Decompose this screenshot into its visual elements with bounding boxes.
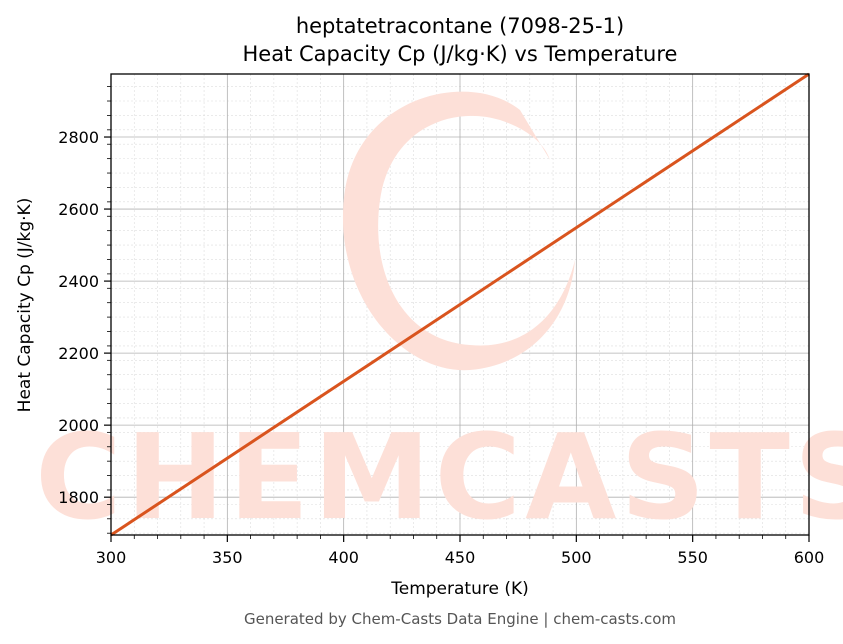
x-tick-label: 550 [677, 548, 708, 567]
y-tick-label: 1800 [58, 488, 99, 507]
x-tick-label: 300 [96, 548, 127, 567]
y-tick-label: 2600 [58, 200, 99, 219]
x-tick-label: 500 [561, 548, 592, 567]
x-tick-label: 450 [445, 548, 476, 567]
y-tick-label: 2800 [58, 128, 99, 147]
y-tick-label: 2000 [58, 416, 99, 435]
y-axis-label: Heat Capacity Cp (J/kg·K) [15, 198, 35, 413]
x-axis-label: Temperature (K) [390, 579, 529, 599]
y-ticks: 1800 2000 2200 2400 2600 2800 [58, 86, 111, 534]
y-tick-label: 2200 [58, 344, 99, 363]
x-ticks: 300 350 400 450 500 550 600 [96, 535, 825, 567]
chart-title: heptatetracontane (7098-25-1) [296, 14, 624, 38]
data-layer [110, 72, 810, 537]
x-tick-label: 350 [212, 548, 243, 567]
chart-subtitle: Heat Capacity Cp (J/kg·K) vs Temperature [243, 42, 678, 66]
y-tick-label: 2400 [58, 272, 99, 291]
cp-series-line [110, 72, 810, 537]
watermark-logo: CHEMCASTS [35, 91, 843, 546]
x-tick-label: 400 [328, 548, 359, 567]
watermark-text: CHEMCASTS [35, 408, 843, 546]
footer-credit: Generated by Chem-Casts Data Engine | ch… [244, 610, 676, 628]
x-tick-label: 600 [794, 548, 825, 567]
